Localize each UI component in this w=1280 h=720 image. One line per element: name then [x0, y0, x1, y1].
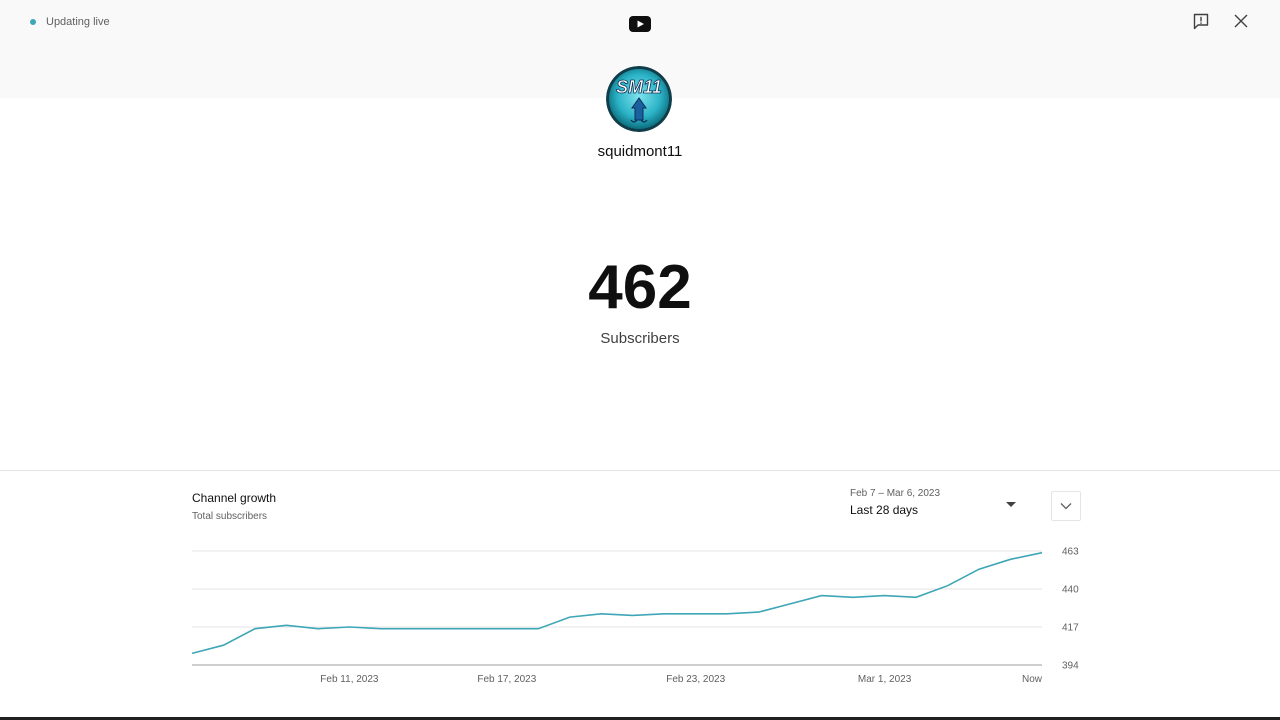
x-tick-label: Feb 17, 2023 — [477, 674, 536, 685]
y-tick-label: 394 — [1062, 661, 1079, 672]
y-tick-label: 463 — [1062, 547, 1079, 558]
close-icon[interactable] — [1232, 12, 1250, 30]
y-tick-label: 417 — [1062, 623, 1079, 634]
y-tick-label: 440 — [1062, 585, 1079, 596]
live-status-text: Updating live — [46, 16, 110, 28]
chevron-down-icon — [1060, 503, 1072, 510]
subscriber-count: 462 — [588, 253, 692, 322]
date-range-dates: Feb 7 – Mar 6, 2023 — [850, 488, 941, 499]
x-tick-label: Feb 23, 2023 — [666, 674, 725, 685]
caret-down-icon — [1006, 502, 1016, 507]
growth-chart: 463 440 417 394 Feb 11, 2023 Feb 17, 2023 Feb… — [191, 547, 1079, 685]
avatar-text: SM11 — [616, 77, 662, 97]
live-status: Updating live — [30, 16, 110, 28]
header-actions — [1192, 12, 1250, 30]
channel-avatar: SM11 — [606, 66, 672, 132]
x-tick-label: Mar 1, 2023 — [858, 674, 912, 685]
chart-series-line — [191, 551, 1043, 655]
expand-button[interactable] — [1051, 491, 1081, 521]
section-divider — [0, 470, 1280, 471]
feedback-icon[interactable] — [1192, 12, 1210, 30]
channel-growth-subtitle: Total subscribers — [192, 511, 268, 522]
x-tick-label: Now — [1022, 674, 1043, 685]
date-range-label: Last 28 days — [850, 503, 919, 517]
subscriber-label: Subscribers — [600, 330, 680, 347]
date-range-selector[interactable]: Feb 7 – Mar 6, 2023 Last 28 days — [850, 488, 1020, 522]
channel-growth-title: Channel growth — [192, 491, 277, 505]
channel-name: squidmont11 — [597, 143, 683, 160]
bottom-border — [0, 717, 1280, 720]
x-tick-label: Feb 11, 2023 — [320, 674, 379, 685]
youtube-logo-icon[interactable] — [629, 16, 651, 32]
live-dot-icon — [30, 19, 36, 25]
